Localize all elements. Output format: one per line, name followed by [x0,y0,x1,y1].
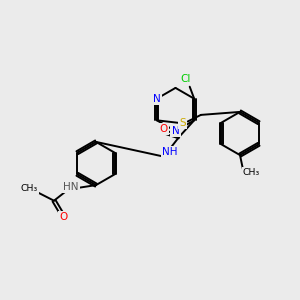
Text: N: N [172,126,179,136]
Text: N: N [153,94,161,104]
Text: O: O [59,212,67,222]
Text: HN: HN [63,182,79,192]
Text: O: O [159,124,167,134]
Text: CH₃: CH₃ [20,184,38,193]
Text: CH₃: CH₃ [243,168,260,177]
Text: NH: NH [163,147,178,157]
Text: S: S [179,118,186,128]
Text: Cl: Cl [180,74,190,84]
